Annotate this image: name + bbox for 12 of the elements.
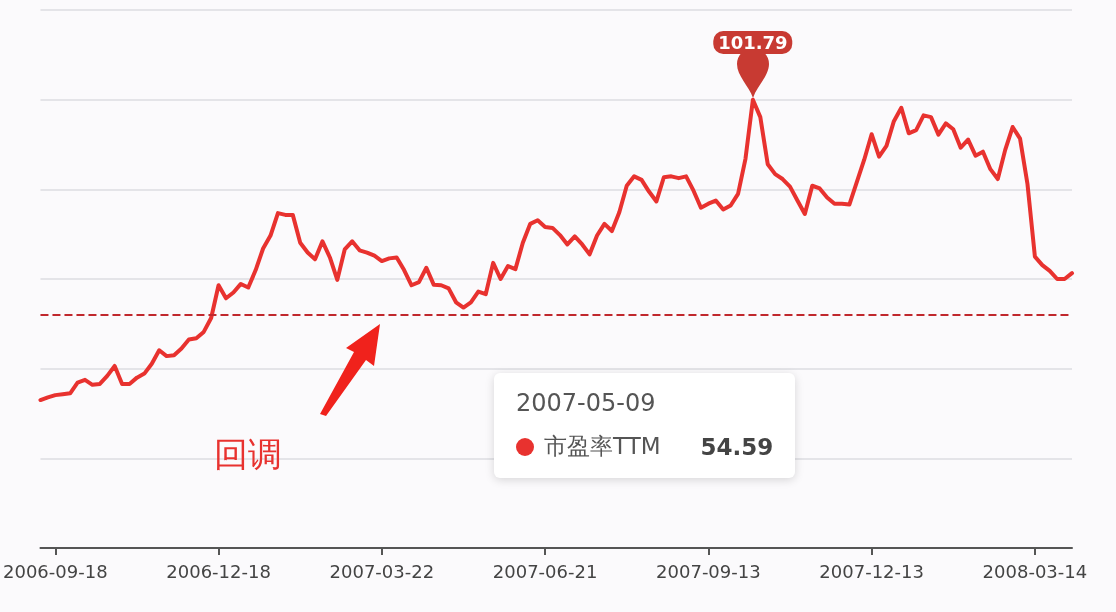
x-tick-label: 2006-12-18 [166,560,271,582]
annotation: 101.79 [713,30,793,54]
annotation: 2007-05-09 [516,389,657,417]
annotation: 54.59 [700,433,774,460]
legend-label: 市盈率TTM [544,432,661,461]
annotation: 回调 [214,433,282,476]
x-tick-label: 2007-09-13 [656,560,761,582]
x-tick-label: 2006-09-18 [3,560,108,582]
x-tick-label: 2007-06-21 [492,560,598,582]
x-tick-label: 2007-03-22 [329,560,435,582]
x-tick-label: 2007-12-13 [819,560,924,582]
x-tick-label: 2008-03-14 [982,560,1088,582]
